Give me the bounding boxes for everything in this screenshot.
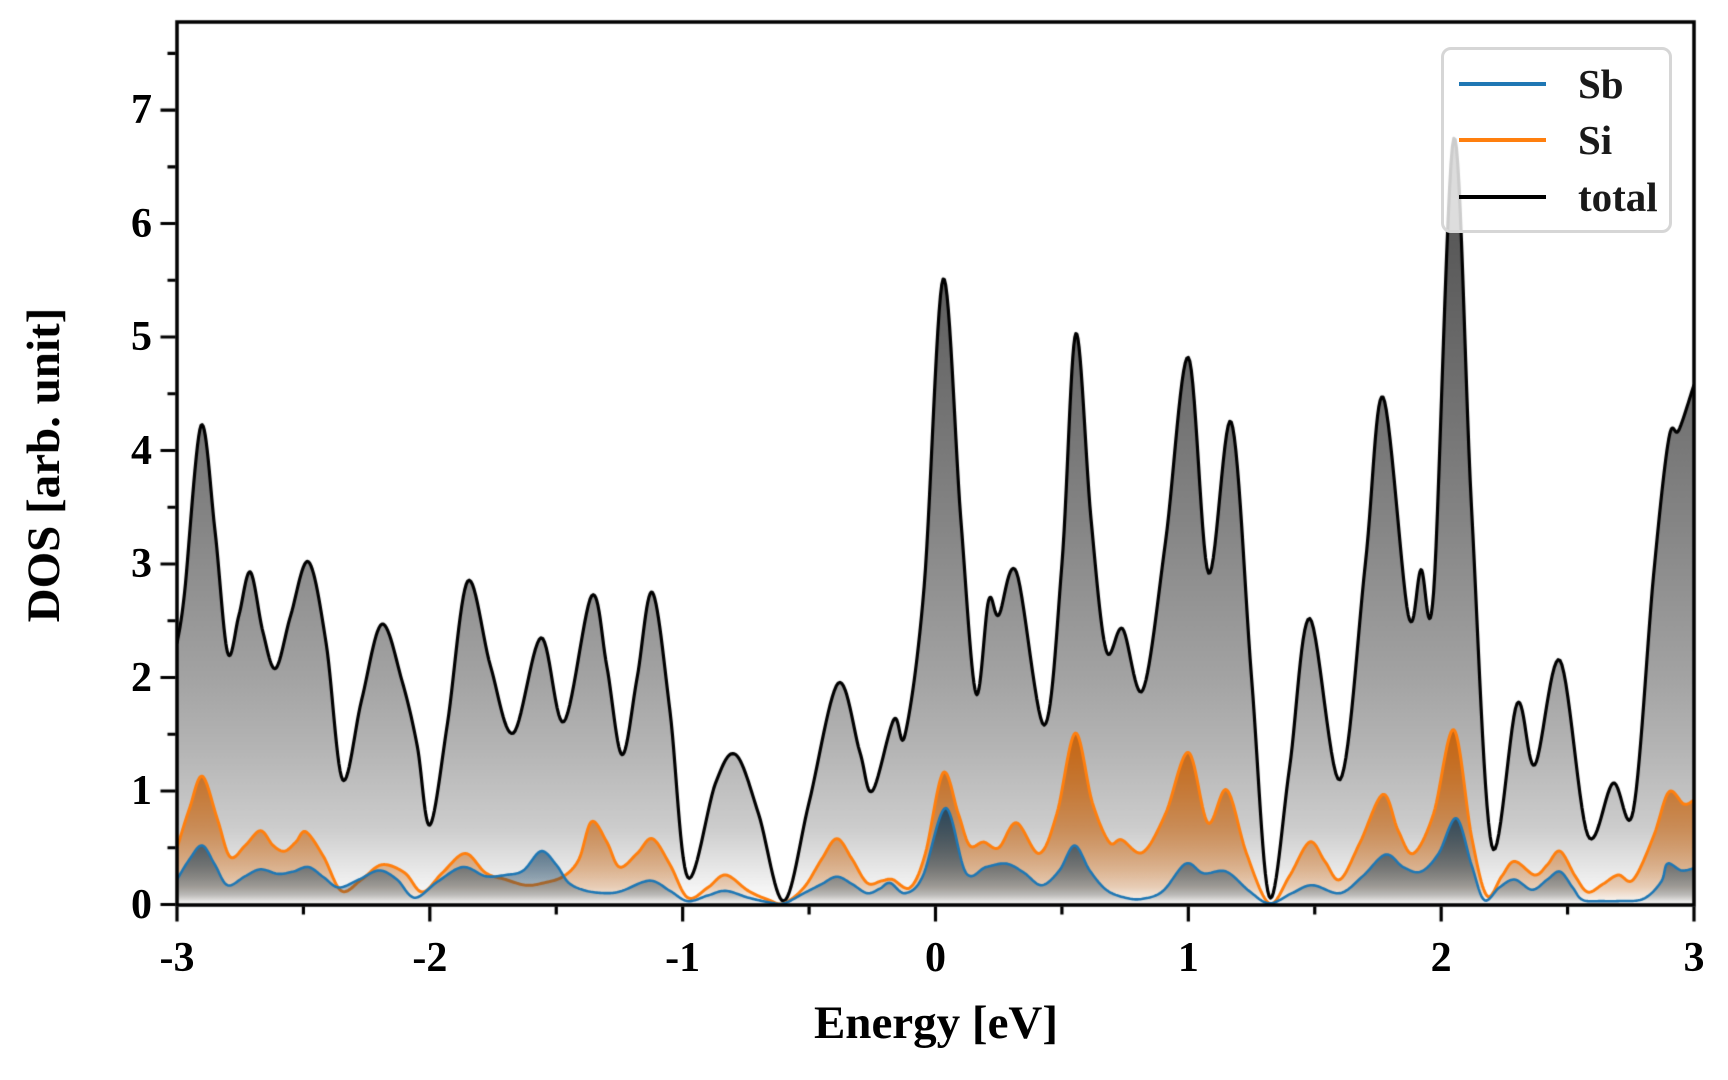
x-tick-label-0: 0: [925, 935, 946, 981]
x-tick-label-1: 1: [1177, 935, 1199, 981]
x-tick-label-3: 3: [1683, 935, 1705, 981]
legend-label-sb: Sb: [1578, 60, 1624, 107]
y-tick-label-0: 0: [131, 881, 152, 928]
legend-label-si: Si: [1578, 117, 1613, 163]
x-tick-label--2: -2: [412, 935, 448, 981]
y-tick-label-4: 4: [131, 427, 152, 474]
y-tick-label-6: 6: [131, 200, 152, 247]
x-tick-label-2: 2: [1430, 935, 1452, 981]
x-tick-label--1: -1: [665, 935, 701, 981]
x-axis-label: Energy [eV]: [813, 997, 1059, 1049]
legend-item-si: Si: [1444, 115, 1669, 165]
y-tick-label-5: 5: [131, 314, 152, 361]
y-tick-label-2: 2: [131, 654, 152, 701]
y-tick-label-3: 3: [131, 541, 152, 587]
y-tick-label-1: 1: [131, 768, 152, 814]
si-line-swatch: [1459, 138, 1546, 142]
total-line-swatch: [1459, 194, 1546, 199]
legend-item-sb: Sb: [1444, 59, 1669, 109]
legend-item-total: total: [1444, 172, 1669, 222]
sb-line-swatch: [1459, 81, 1546, 86]
x-tick-label--3: -3: [159, 935, 195, 981]
y-tick-label-7: 7: [131, 87, 152, 134]
legend: Sb Si total: [1441, 47, 1672, 233]
legend-label-total: total: [1578, 173, 1658, 220]
